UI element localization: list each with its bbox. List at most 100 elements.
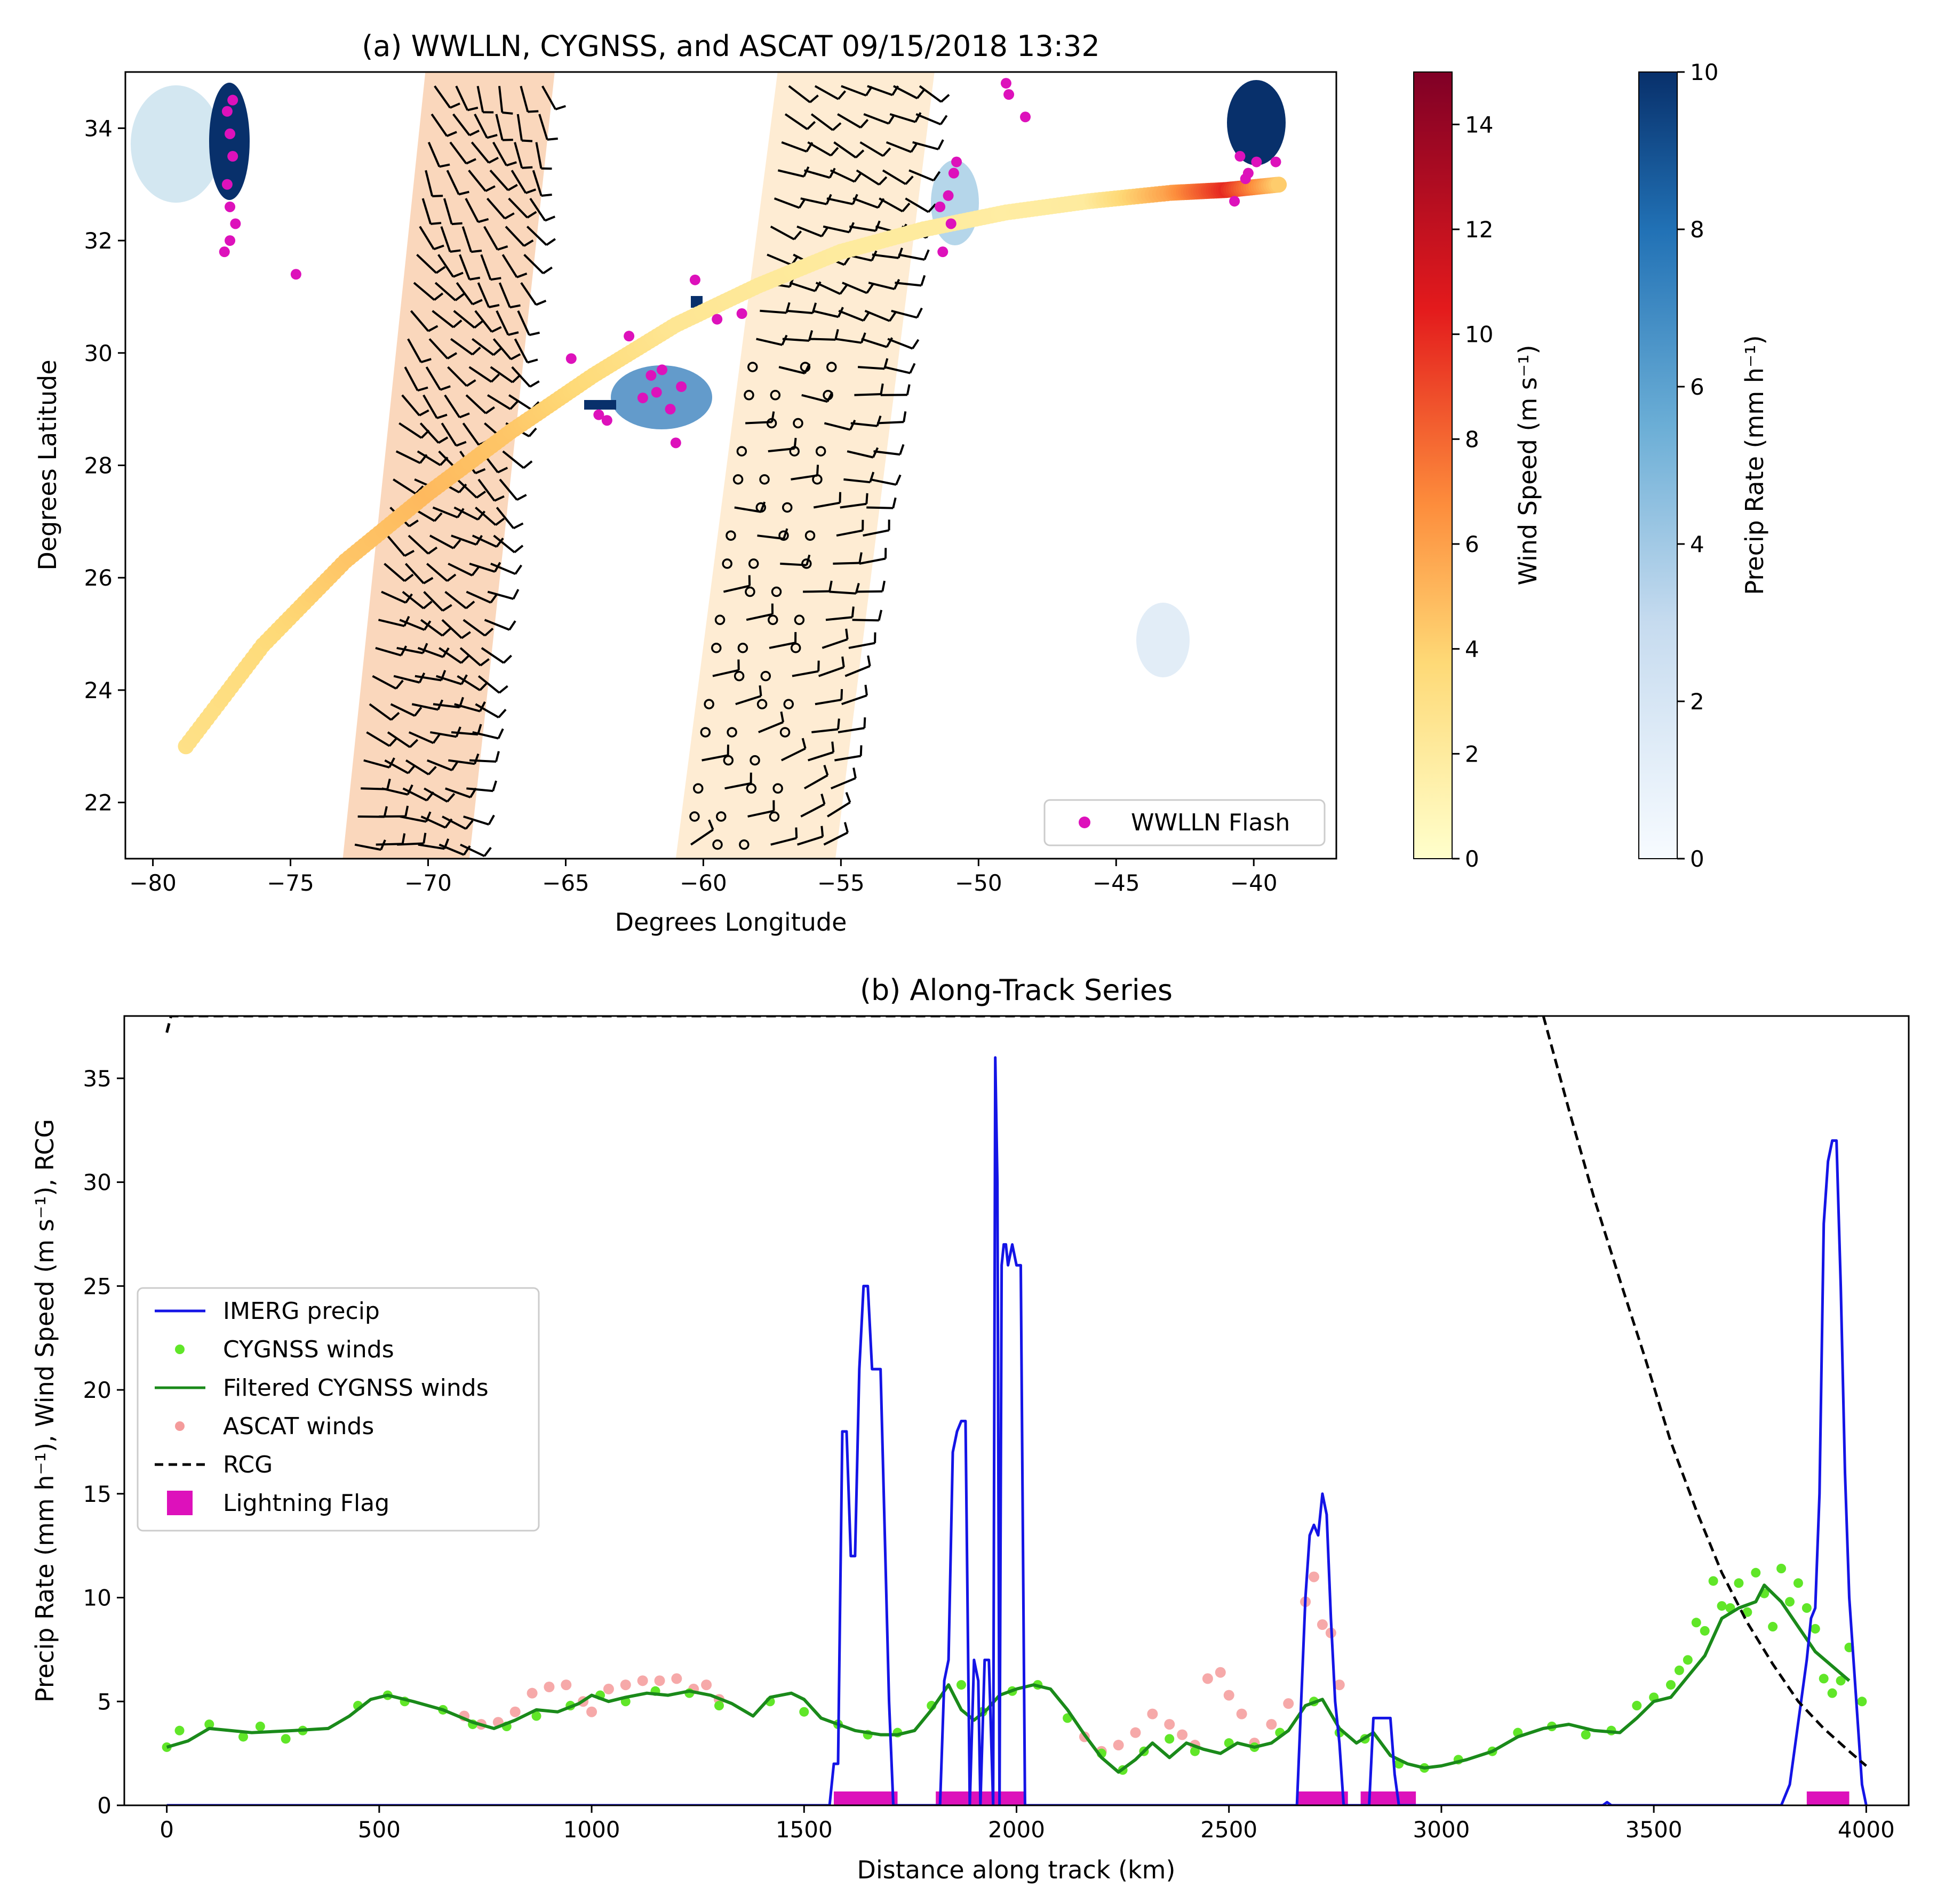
wind-barb xyxy=(796,225,823,238)
precip-cell-west xyxy=(131,85,221,203)
precip-cell-south xyxy=(1136,603,1190,677)
wind-barb-flag xyxy=(428,766,437,775)
calm-wind-marker xyxy=(737,643,748,653)
xtick-label: −50 xyxy=(955,870,1002,896)
calm-wind-marker xyxy=(722,558,732,569)
wind-barb xyxy=(449,141,467,164)
cygnss-point xyxy=(204,1719,214,1730)
wind-barb xyxy=(442,815,467,830)
wind-barb-flag xyxy=(910,142,918,153)
calm-wind-marker xyxy=(746,783,757,794)
wind-barb xyxy=(426,759,452,771)
wind-barb xyxy=(882,169,906,185)
wwlln-flash xyxy=(221,106,233,117)
wind-barb xyxy=(446,170,460,195)
wind-barb-flag xyxy=(406,784,413,795)
wind-barb xyxy=(912,141,939,150)
wind-barb-flag xyxy=(459,412,470,419)
panel-a: (a) WWLLN, CYGNSS, and ASCAT 09/15/2018 … xyxy=(33,29,1769,937)
wwlln-flash xyxy=(951,156,962,167)
wind-barb xyxy=(366,731,390,747)
wind-barb-flag xyxy=(488,303,500,308)
wind-barb xyxy=(915,113,942,126)
ascat-point xyxy=(1215,1667,1226,1678)
wind-barb-flag xyxy=(845,791,851,803)
colorbar-tick-label: 14 xyxy=(1465,111,1493,138)
wind-barb xyxy=(864,309,890,322)
calm-wind-marker xyxy=(759,474,770,485)
wwlln-flash xyxy=(676,381,687,392)
wind-barb-flag xyxy=(864,684,868,696)
wind-barb xyxy=(887,338,913,350)
wind-barb-flag xyxy=(495,751,500,762)
wind-barb xyxy=(861,338,888,348)
wind-barb-flag xyxy=(523,239,534,247)
wind-barb xyxy=(480,254,492,280)
wind-barb-flag xyxy=(450,249,461,253)
wind-barb-flag xyxy=(487,134,498,139)
wind-barb-flag xyxy=(465,820,474,830)
wwlln-flash xyxy=(1020,111,1031,123)
wind-barb-flag xyxy=(438,436,449,444)
wind-barb xyxy=(774,197,800,209)
wind-barb xyxy=(390,703,416,717)
wind-barb-flag xyxy=(845,628,849,639)
calm-wind-marker xyxy=(760,670,771,682)
wind-barb-flag xyxy=(490,277,501,281)
wind-barb xyxy=(457,675,481,691)
wind-barb-flag xyxy=(882,147,891,157)
ytick-label: 35 xyxy=(83,1066,111,1092)
wind-barb xyxy=(877,421,904,425)
wwlln-flash xyxy=(601,415,612,426)
wind-barb-flag xyxy=(916,307,923,318)
wwlln-flash xyxy=(624,331,635,342)
wind-barb-flag xyxy=(388,737,398,747)
wind-barb-flag xyxy=(841,656,845,668)
wind-barb xyxy=(444,394,461,418)
panel-b-legend: IMERG precip CYGNSS winds Filtered CYGNS… xyxy=(137,1287,540,1532)
wind-barb xyxy=(823,831,848,846)
wind-barb xyxy=(477,675,500,694)
wind-barb-flag xyxy=(386,778,391,790)
wind-barb-flag xyxy=(434,512,443,522)
cygnss-point xyxy=(255,1722,265,1731)
wind-barb-flag xyxy=(855,149,865,158)
wind-barb-flag xyxy=(903,411,907,422)
wind-barb-flag xyxy=(546,238,556,246)
wind-barb-flag xyxy=(881,580,886,592)
wind-barb xyxy=(469,759,497,763)
wind-barb xyxy=(393,478,417,495)
wind-barb xyxy=(465,198,480,223)
legend-lightning-swatch xyxy=(167,1491,193,1515)
colorbar-wind-ticks: 0 2 4 6 8 10 12 14 xyxy=(1452,111,1493,872)
calm-wind-marker xyxy=(800,362,811,372)
wind-barb xyxy=(474,310,493,333)
calm-wind-marker xyxy=(812,474,823,485)
wind-barb-flag xyxy=(843,822,849,833)
wwlln-flash xyxy=(230,218,241,229)
wind-barb xyxy=(835,338,862,344)
precip-core-east xyxy=(1227,80,1286,165)
lightning-flag-bar xyxy=(1297,1791,1348,1805)
wind-barb-flag xyxy=(849,419,856,430)
wind-barb xyxy=(796,835,823,846)
xtick-label: 0 xyxy=(160,1817,174,1843)
wind-barb-flag xyxy=(442,604,452,612)
wind-barb-flag xyxy=(927,203,937,213)
ytick-label: 32 xyxy=(84,228,113,254)
wind-barb xyxy=(496,507,515,529)
wind-barb xyxy=(434,85,451,109)
cygnss-point xyxy=(1666,1680,1676,1690)
wwlln-flash xyxy=(1270,156,1281,167)
precip-pixel-1 xyxy=(584,400,616,410)
wind-barb-flag xyxy=(477,218,489,223)
panel-b-title: (b) Along-Track Series xyxy=(860,973,1173,1007)
wind-barb xyxy=(856,169,880,186)
ytick-label: 22 xyxy=(84,790,113,816)
wind-barb-flag xyxy=(466,158,476,165)
colorbar-tick-label: 6 xyxy=(1690,374,1704,400)
wind-barb xyxy=(807,141,832,157)
xtick-label: −40 xyxy=(1230,870,1278,896)
wind-barb-flag xyxy=(472,346,481,356)
wind-barb-flag xyxy=(854,172,862,182)
